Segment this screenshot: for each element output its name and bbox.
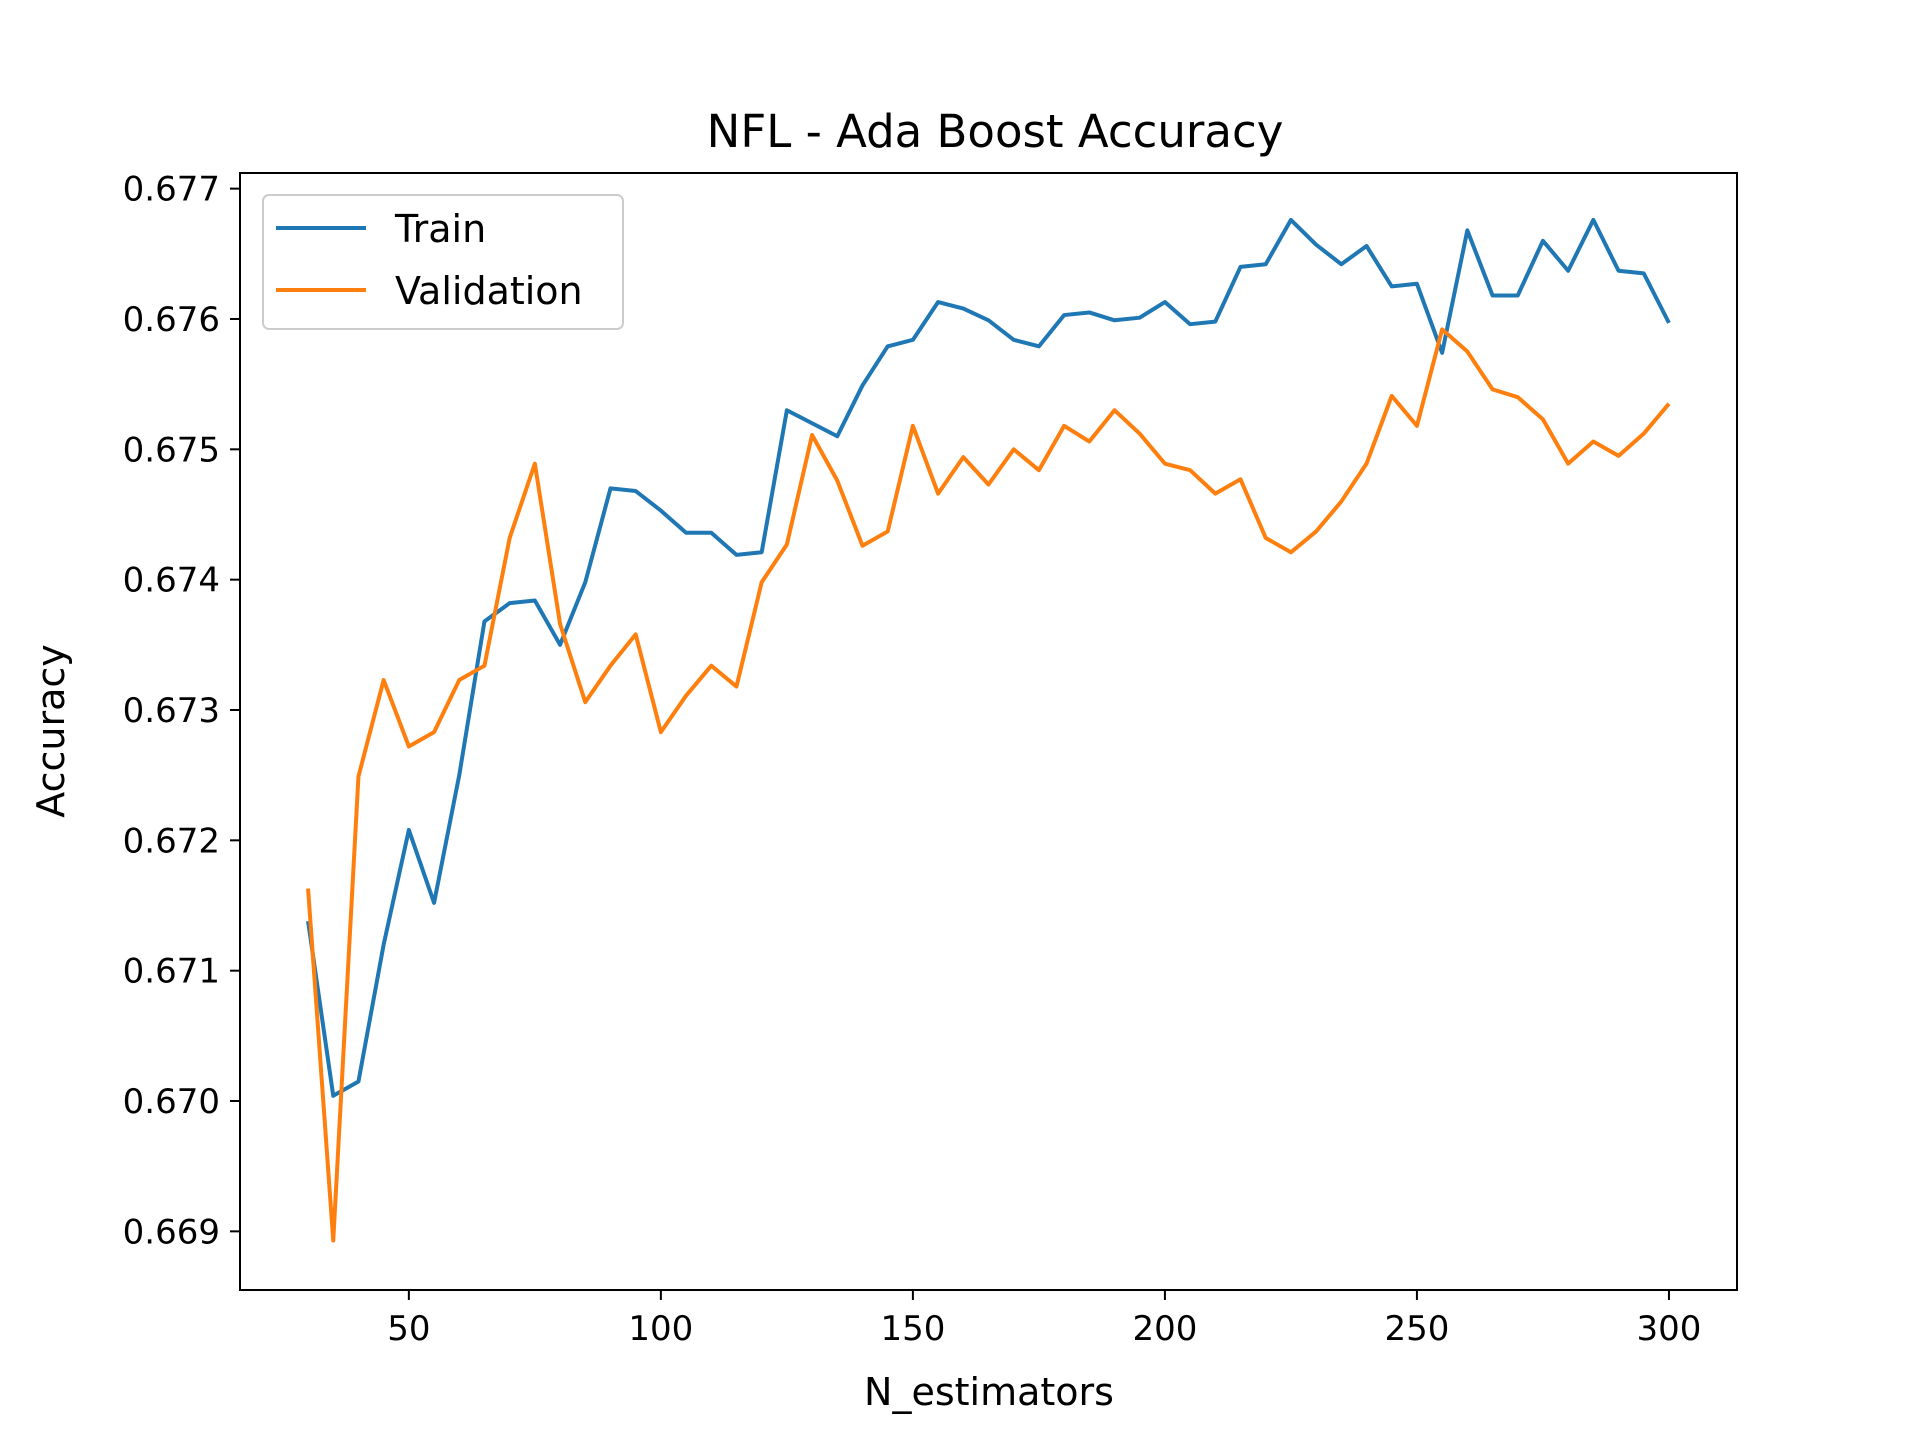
legend: Train Validation xyxy=(262,194,624,330)
plot-area-frame xyxy=(239,172,1738,1291)
x-tick-label: 150 xyxy=(880,1309,945,1349)
y-tick-label: 0.674 xyxy=(123,561,220,601)
y-tick-label: 0.675 xyxy=(123,430,220,470)
y-tick-label: 0.676 xyxy=(123,300,220,340)
x-tick-label: 250 xyxy=(1384,1309,1449,1349)
x-tick-label: 200 xyxy=(1132,1309,1197,1349)
y-tick-label: 0.677 xyxy=(123,170,220,210)
plot-lines xyxy=(306,217,1671,1243)
series-line-train xyxy=(306,217,1671,1098)
x-tick-label: 100 xyxy=(628,1309,693,1349)
x-tick-label: 50 xyxy=(387,1309,430,1349)
series-line-validation xyxy=(306,327,1671,1243)
legend-label-train: Train xyxy=(394,207,486,251)
chart-title: NFL - Ada Boost Accuracy xyxy=(707,105,1284,158)
y-tick-label: 0.670 xyxy=(123,1082,220,1122)
y-tick-label: 0.673 xyxy=(123,691,220,731)
y-tick-label: 0.671 xyxy=(123,952,220,992)
x-axis-label: N_estimators xyxy=(864,1370,1114,1414)
x-tick-label: 300 xyxy=(1637,1309,1702,1349)
y-axis: 0.669 0.670 0.671 0.672 0.673 0.674 0.675 0.676… xyxy=(123,170,240,1252)
y-tick-label: 0.669 xyxy=(123,1212,220,1252)
x-axis: 50 100 150 200 250 300 xyxy=(387,1290,1701,1349)
y-axis-label: Accuracy xyxy=(29,644,73,818)
y-tick-label: 0.672 xyxy=(123,821,220,861)
legend-label-validation: Validation xyxy=(395,269,583,313)
